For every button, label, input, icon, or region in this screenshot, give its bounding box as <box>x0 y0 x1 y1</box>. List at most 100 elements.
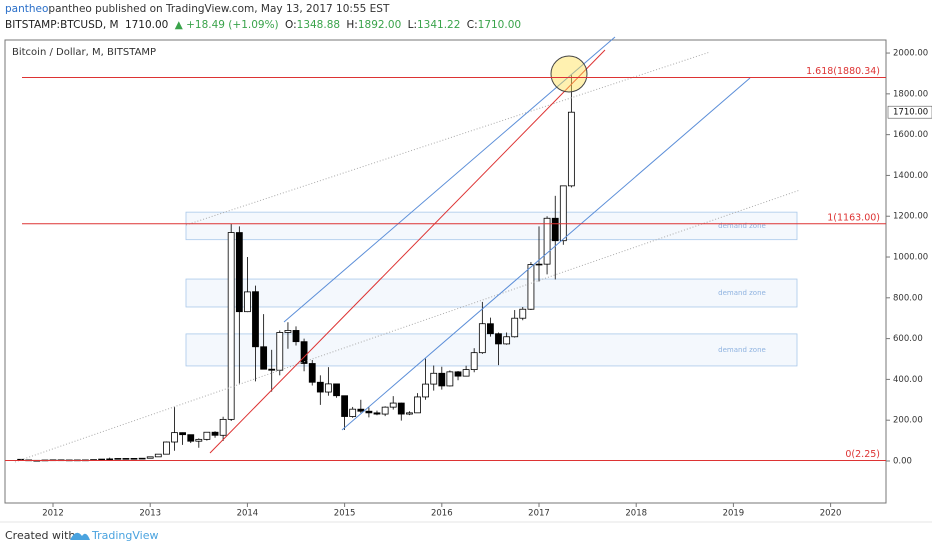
candle-body <box>122 458 130 460</box>
candle-body <box>244 291 251 313</box>
candle-body <box>373 412 381 415</box>
x-tick-label: 2020 <box>820 509 842 519</box>
candle-body <box>146 456 154 459</box>
candle-body <box>478 323 486 354</box>
candle-body <box>357 408 365 412</box>
x-tick-label: 2013 <box>139 509 161 519</box>
x-tick-label: 2017 <box>528 509 550 519</box>
candle-body <box>414 396 421 414</box>
candle-body <box>462 369 470 377</box>
candle-body <box>171 432 178 443</box>
candle-body <box>341 395 349 417</box>
candle-body <box>163 441 170 455</box>
y-tick-label: 1400.00 <box>893 171 928 181</box>
candle-body <box>235 232 243 313</box>
x-tick-label: 2016 <box>431 509 453 519</box>
candle-body <box>567 111 575 187</box>
candle-body <box>268 368 276 371</box>
candle-body <box>438 372 446 387</box>
zone-label: demand zone <box>718 346 766 354</box>
candle-body <box>389 402 397 408</box>
candle-body <box>179 432 186 436</box>
candle-body <box>106 458 114 461</box>
candle-body <box>292 330 300 343</box>
ohlc-value: 1341.22 <box>417 19 460 31</box>
candle-body <box>308 363 316 383</box>
candle-body <box>316 381 324 393</box>
ohlc-value: 1348.88 <box>297 19 340 31</box>
channel-lower <box>341 77 751 431</box>
candle-body <box>406 412 413 415</box>
x-tick-label: 2018 <box>625 509 647 519</box>
y-tick-label: 1200.00 <box>893 212 928 222</box>
candle-body <box>324 383 332 393</box>
fib-label: 1(1163.00) <box>827 212 880 223</box>
publish-text: pantheo published on TradingView.com, Ma… <box>48 3 390 15</box>
brand-name[interactable]: TradingView <box>91 529 158 542</box>
candle-body <box>397 402 405 415</box>
candle-body <box>227 232 235 420</box>
trend-line-red <box>209 49 606 454</box>
y-tick-label: 400.00 <box>893 375 923 385</box>
candle-body <box>430 372 438 385</box>
demand-zone <box>185 278 798 308</box>
zone-label: demand zone <box>718 222 766 230</box>
candle-body <box>470 352 478 371</box>
candle-body <box>203 431 211 440</box>
candle-body <box>349 408 357 417</box>
last-price-label: 1710.00 <box>893 108 928 118</box>
candle-body <box>535 263 543 266</box>
candle-body <box>365 410 373 414</box>
candle-body <box>446 371 454 387</box>
candle-body <box>519 308 527 319</box>
chart-title: Bitcoin / Dollar, M, BITSTAMP <box>12 47 156 58</box>
candle-body <box>98 458 106 461</box>
y-tick-label: 1000.00 <box>893 253 928 263</box>
candle-body <box>300 341 308 364</box>
x-tick-label: 2019 <box>723 509 745 519</box>
drawings <box>14 36 801 463</box>
last-price-box <box>887 105 932 119</box>
zone-label: demand zone <box>718 289 766 297</box>
fib-label: 0(2.25) <box>845 449 880 460</box>
author: pantheo <box>5 3 48 15</box>
y-tick-label: 600.00 <box>893 334 923 344</box>
y-tick-label: 0.00 <box>893 456 912 466</box>
candle-body <box>114 458 122 460</box>
y-tick-label: 800.00 <box>893 293 923 303</box>
candle-body <box>187 434 195 442</box>
candle-body <box>284 330 292 333</box>
fib-label: 1.618(1880.34) <box>806 66 880 77</box>
axes: 0.00 200.00 400.00 600.00 800.00 1000.00 1200.… <box>42 49 932 519</box>
ohlc-value: 1710.00 <box>478 19 521 31</box>
candle-body <box>495 333 502 345</box>
candle-body <box>260 346 268 370</box>
ohlc-key: H: <box>346 19 357 31</box>
candle-body <box>454 371 462 377</box>
candle-body <box>276 332 284 371</box>
candle-body <box>543 217 551 265</box>
ohlc-key: L: <box>408 19 417 31</box>
trend-line-dotted <box>185 51 711 226</box>
y-tick-label: 2000.00 <box>893 49 928 59</box>
candle-body <box>559 185 567 242</box>
brand-logo <box>70 532 90 540</box>
publish-line: pantheopantheo published on TradingView.… <box>5 3 390 15</box>
candle-body <box>252 291 259 348</box>
candle-body <box>130 458 138 460</box>
trend-line-dotted <box>14 189 801 463</box>
channel-upper <box>283 36 616 323</box>
candle-body <box>333 383 340 397</box>
candle-body <box>551 217 559 242</box>
y-tick-label: 1800.00 <box>893 89 928 99</box>
fib-levels: 1.618(1880.34) 1(1163.00) 0(2.25) <box>5 66 886 462</box>
zones: demand zone demand zone demand zone <box>185 211 798 367</box>
change: ▲ +18.49 (+1.09%) <box>175 19 279 31</box>
candle-body <box>503 336 511 345</box>
symbol-line: BITSTAMP:BTCUSD, M 1710.00 ▲ +18.49 (+1.… <box>5 19 521 31</box>
x-tick-label: 2012 <box>42 509 64 519</box>
highlight-circle <box>550 55 588 93</box>
